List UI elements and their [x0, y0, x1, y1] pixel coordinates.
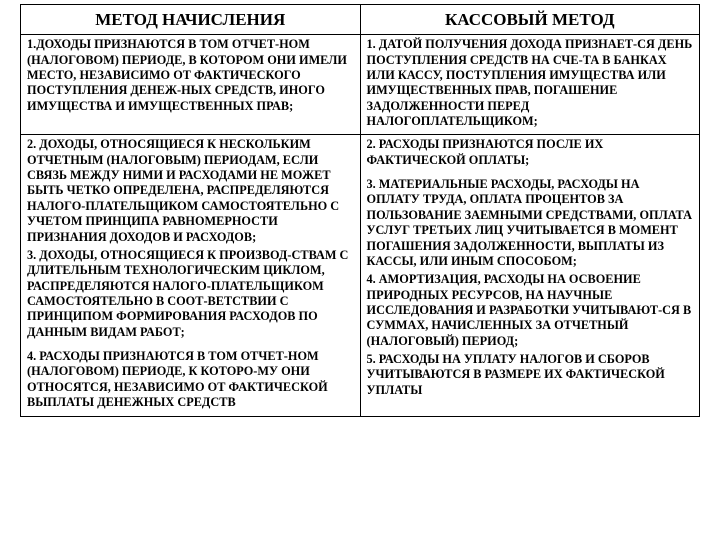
header-cash-method: КАССОВЫЙ МЕТОД: [360, 5, 700, 35]
left-p2: 2. ДОХОДЫ, ОТНОСЯЩИЕСЯ К НЕСКОЛЬКИМ ОТЧЕ…: [27, 137, 356, 245]
left-p1: 1.ДОХОДЫ ПРИЗНАЮТСЯ В ТОМ ОТЧЕТ-НОМ (НАЛ…: [27, 37, 356, 114]
right-p3: 3. МАТЕРИАЛЬНЫЕ РАСХОДЫ, РАСХОДЫ НА ОПЛА…: [367, 177, 696, 269]
table-row: 1.ДОХОДЫ ПРИЗНАЮТСЯ В ТОМ ОТЧЕТ-НОМ (НАЛ…: [21, 35, 700, 135]
left-p3: 3. ДОХОДЫ, ОТНОСЯЩИЕСЯ К ПРОИЗВОД-СТВАМ …: [27, 248, 356, 340]
cell-left-1: 1.ДОХОДЫ ПРИЗНАЮТСЯ В ТОМ ОТЧЕТ-НОМ (НАЛ…: [21, 35, 361, 135]
left-p4: 4. РАСХОДЫ ПРИЗНАЮТСЯ В ТОМ ОТЧЕТ-НОМ (Н…: [27, 349, 356, 410]
cell-right-2: 2. РАСХОДЫ ПРИЗНАЮТСЯ ПОСЛЕ ИХ ФАКТИЧЕСК…: [360, 135, 700, 416]
cell-right-1: 1. ДАТОЙ ПОЛУЧЕНИЯ ДОХОДА ПРИЗНАЕТ-СЯ ДЕ…: [360, 35, 700, 135]
right-p5: 5. РАСХОДЫ НА УПЛАТУ НАЛОГОВ И СБОРОВ УЧ…: [367, 352, 696, 398]
right-p1: 1. ДАТОЙ ПОЛУЧЕНИЯ ДОХОДА ПРИЗНАЕТ-СЯ ДЕ…: [367, 37, 696, 129]
page-root: МЕТОД НАЧИСЛЕНИЯ КАССОВЫЙ МЕТОД 1.ДОХОДЫ…: [0, 0, 720, 540]
table-header-row: МЕТОД НАЧИСЛЕНИЯ КАССОВЫЙ МЕТОД: [21, 5, 700, 35]
cell-left-2: 2. ДОХОДЫ, ОТНОСЯЩИЕСЯ К НЕСКОЛЬКИМ ОТЧЕ…: [21, 135, 361, 416]
right-p2: 2. РАСХОДЫ ПРИЗНАЮТСЯ ПОСЛЕ ИХ ФАКТИЧЕСК…: [367, 137, 696, 168]
comparison-table: МЕТОД НАЧИСЛЕНИЯ КАССОВЫЙ МЕТОД 1.ДОХОДЫ…: [20, 4, 700, 417]
right-p4: 4. АМОРТИЗАЦИЯ, РАСХОДЫ НА ОСВОЕНИЕ ПРИР…: [367, 272, 696, 349]
table-row: 2. ДОХОДЫ, ОТНОСЯЩИЕСЯ К НЕСКОЛЬКИМ ОТЧЕ…: [21, 135, 700, 416]
header-accrual-method: МЕТОД НАЧИСЛЕНИЯ: [21, 5, 361, 35]
